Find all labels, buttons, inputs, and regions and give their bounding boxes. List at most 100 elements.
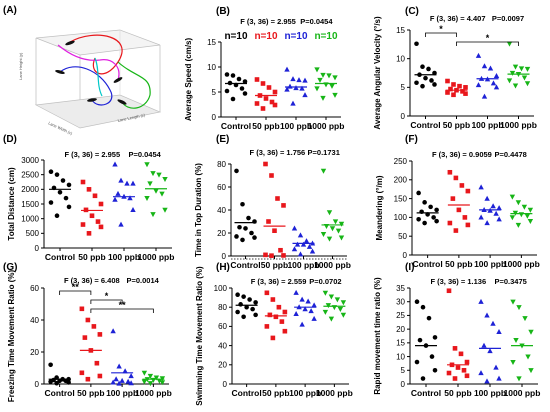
trajectory-magenta — [57, 44, 120, 81]
data-point — [86, 231, 92, 236]
data-point — [112, 196, 118, 202]
data-point — [240, 237, 245, 243]
data-point — [284, 66, 290, 72]
anova-p-value: P=0.1731 — [308, 148, 340, 157]
data-point — [516, 305, 522, 311]
data-point — [332, 75, 338, 81]
data-point — [450, 196, 456, 201]
data-point — [527, 219, 534, 225]
y-tick-label: 2000 — [21, 185, 39, 194]
data-point — [422, 200, 427, 205]
data-point — [487, 65, 494, 71]
data-point — [112, 161, 118, 167]
data-point — [338, 221, 345, 227]
data-point — [260, 106, 266, 111]
data-point — [147, 373, 154, 379]
data-point — [85, 376, 91, 382]
y-tick-label: 5 — [212, 88, 217, 97]
data-point — [461, 367, 467, 373]
data-point — [329, 226, 336, 232]
panel-a-3d-trajectory: (A) Lane Height (y) Lane Width (x) — [3, 5, 162, 136]
data-point — [230, 73, 236, 78]
data-point — [326, 210, 333, 216]
data-point — [254, 101, 260, 106]
3d-box-frame — [34, 29, 162, 129]
anova-p-value: P=0.3475 — [494, 277, 526, 286]
data-point — [452, 346, 458, 351]
panel-letter: (F) — [405, 134, 418, 145]
data-point — [320, 95, 326, 101]
data-point — [447, 169, 453, 175]
data-point — [156, 172, 162, 178]
data-point — [303, 238, 310, 244]
data-point — [242, 91, 248, 96]
anova-p-value: P=0.0097 — [492, 14, 524, 23]
y-axis-label: Meandering (°/m) — [375, 175, 384, 240]
significance-label: ** — [119, 300, 127, 310]
data-point — [159, 191, 165, 197]
fish-markers — [55, 40, 127, 105]
y-tick-label: 25 — [396, 311, 405, 320]
anova-f-stat: F (3, 36) = 2.559 — [251, 277, 307, 286]
x-category-label: 100 ppb — [474, 388, 506, 398]
data-point — [317, 77, 323, 83]
anova-p-value: P=0.0014 — [127, 276, 160, 285]
x-category-label: 50 ppb — [77, 388, 104, 398]
y-axis-label: Average Speed (cm/s) — [184, 38, 193, 122]
significance-label: * — [439, 24, 443, 34]
data-point — [493, 364, 499, 370]
data-point — [426, 66, 431, 72]
data-point — [429, 78, 434, 83]
data-point — [428, 204, 433, 210]
data-point — [521, 75, 528, 81]
x-category-label: 100 ppb — [289, 388, 321, 398]
data-point — [91, 324, 97, 329]
data-point — [420, 64, 425, 69]
data-point — [266, 85, 272, 90]
x-category-label: 50 ppb — [78, 252, 105, 262]
fish-icon — [55, 69, 65, 75]
n-label: n=10 — [224, 31, 248, 42]
data-point — [296, 77, 302, 83]
data-point — [293, 311, 299, 317]
y-tick-label: 35 — [396, 284, 405, 293]
data-point — [281, 253, 286, 258]
data-point — [130, 206, 136, 212]
data-point — [329, 83, 335, 89]
data-point — [496, 205, 502, 211]
panel-e-chart: (E) F (3, 36) = 1.756 P=0.1731 0 20 40 60 80 Tim… — [194, 134, 351, 270]
data-point — [266, 219, 271, 224]
data-point — [332, 92, 338, 98]
significance-label: * — [486, 33, 490, 43]
data-point — [230, 96, 236, 102]
data-point — [326, 236, 333, 242]
data-point — [414, 41, 419, 47]
data-point — [270, 297, 276, 302]
data-point — [481, 93, 488, 99]
data-point — [297, 251, 304, 257]
data-point — [153, 188, 159, 194]
data-point — [496, 328, 502, 334]
y-tick-label: 5 — [401, 366, 406, 375]
data-point — [414, 80, 419, 86]
data-point — [118, 221, 124, 227]
data-point — [328, 294, 335, 300]
significance-label: ** — [72, 282, 80, 292]
anova-p-value: P=0.0454 — [300, 17, 333, 26]
data-point — [118, 177, 124, 183]
data-point — [464, 359, 470, 365]
data-point — [293, 289, 299, 295]
axis-label-length: Lane Length (z) — [117, 112, 146, 123]
panel-letter: (C) — [405, 6, 419, 17]
data-point — [238, 302, 243, 307]
x-category-label: 1000 ppb — [504, 388, 541, 398]
data-point — [224, 72, 230, 77]
panel-letter: (B) — [216, 6, 230, 17]
y-tick-label: 0 — [222, 252, 227, 261]
data-point — [48, 200, 54, 205]
data-point — [119, 377, 125, 383]
data-point — [314, 86, 320, 92]
data-point — [276, 304, 282, 310]
y-tick-label: 15 — [207, 38, 216, 47]
data-point — [302, 92, 308, 98]
